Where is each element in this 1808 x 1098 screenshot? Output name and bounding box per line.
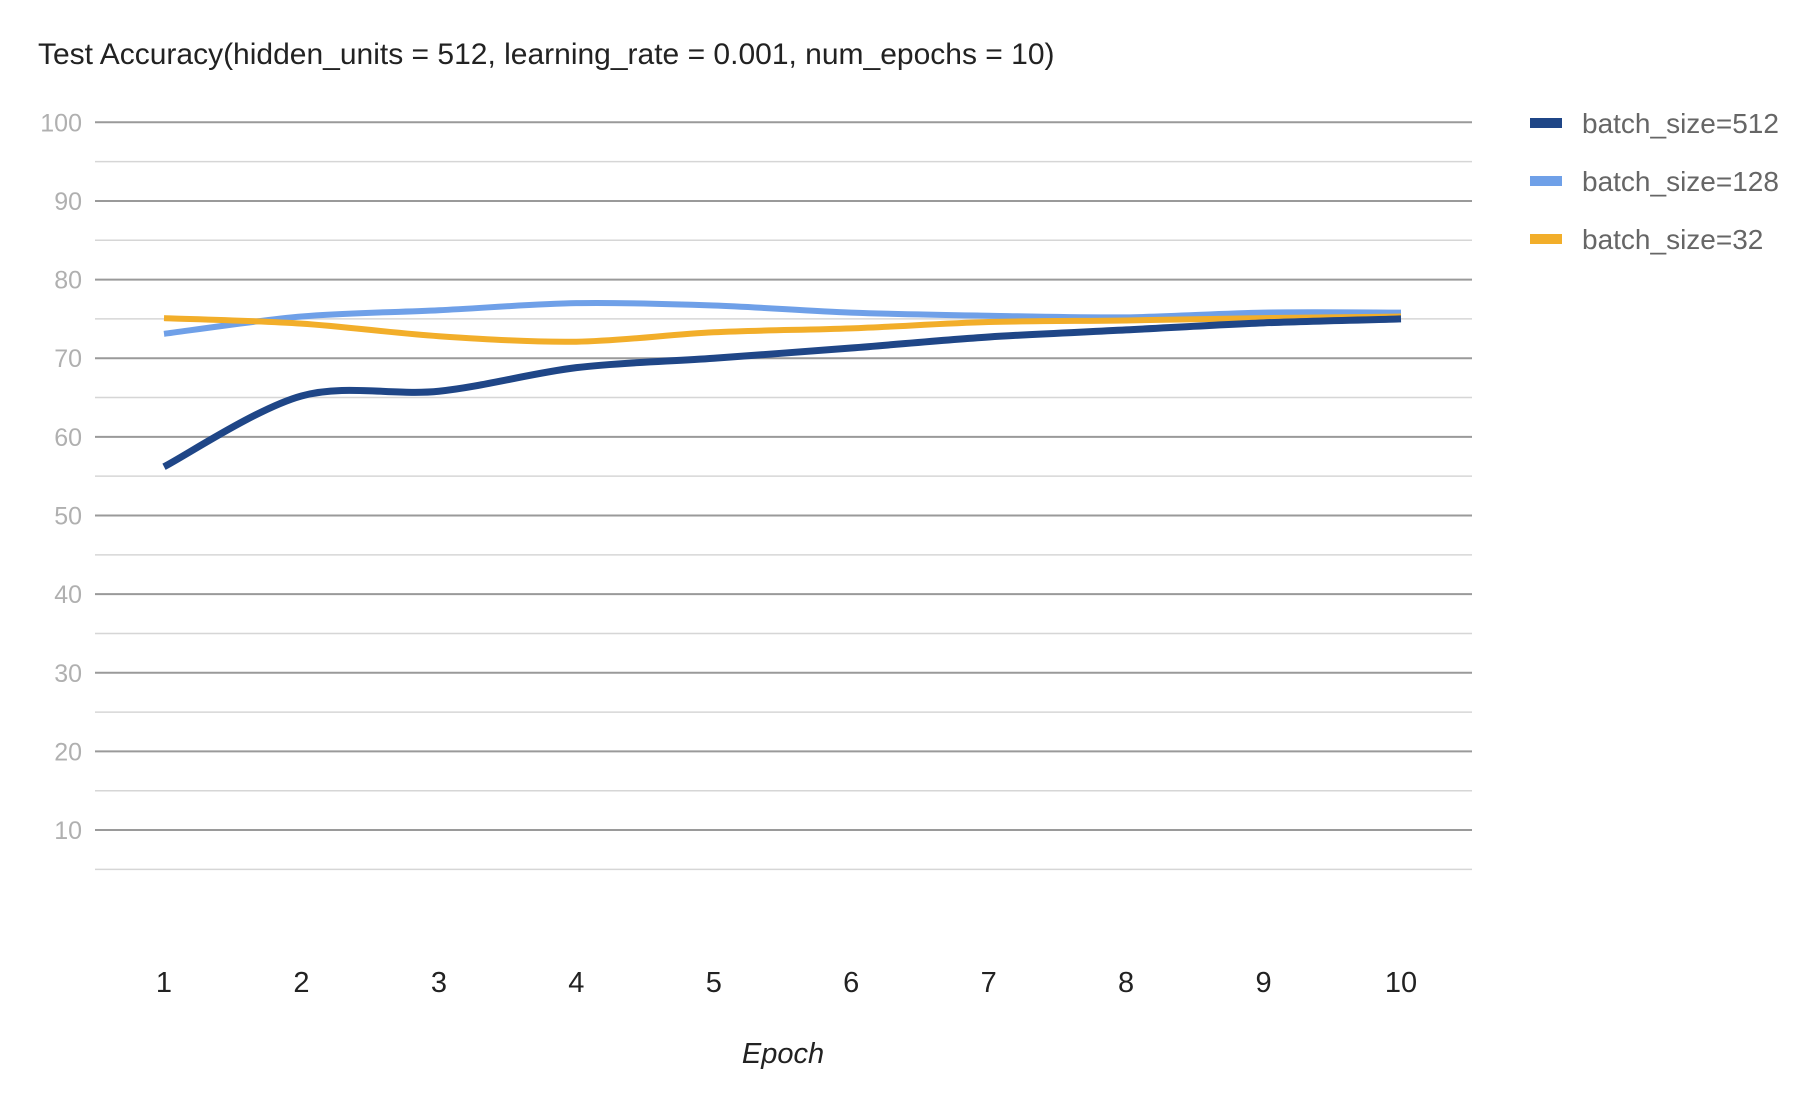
x-tick-label: 7	[981, 967, 997, 999]
y-tick-label: 70	[54, 345, 82, 373]
x-tick-label: 3	[431, 967, 447, 999]
x-axis-ticks: 1 2 3 4 5 6 7 8 9 10	[156, 967, 1417, 999]
x-tick-label: 10	[1385, 967, 1417, 999]
x-tick-label: 4	[568, 967, 584, 999]
gridlines	[95, 121, 1472, 871]
y-tick-label: 30	[54, 660, 82, 688]
x-tick-label: 5	[706, 967, 722, 999]
y-tick-label: 50	[54, 503, 82, 531]
legend-swatch	[1530, 118, 1562, 128]
y-tick-label: 90	[54, 188, 82, 216]
y-tick-label: 100	[40, 109, 82, 137]
y-tick-label: 20	[54, 738, 82, 766]
x-tick-label: 6	[843, 967, 859, 999]
legend: batch_size=512 batch_size=128 batch_size=3…	[1530, 108, 1779, 255]
legend-swatch	[1530, 176, 1562, 186]
x-tick-label: 8	[1118, 967, 1134, 999]
x-tick-label: 2	[293, 967, 309, 999]
legend-label: batch_size=128	[1582, 166, 1779, 197]
y-tick-label: 10	[54, 817, 82, 845]
x-axis-label: Epoch	[742, 1038, 824, 1070]
x-tick-label: 9	[1255, 967, 1271, 999]
y-tick-label: 60	[54, 424, 82, 452]
series-lines	[162, 299, 1402, 470]
legend-label: batch_size=512	[1582, 108, 1779, 139]
x-tick-label: 1	[156, 967, 172, 999]
chart-title: Test Accuracy(hidden_units = 512, learni…	[38, 38, 1055, 71]
y-axis-ticks: 10 20 30 40 50 60 70 80 90 100	[40, 109, 82, 845]
legend-label: batch_size=32	[1582, 224, 1763, 255]
legend-swatch	[1530, 234, 1562, 244]
y-tick-label: 40	[54, 581, 82, 609]
series-line-batch-size-512	[162, 315, 1402, 470]
y-tick-label: 80	[54, 267, 82, 295]
series-line-batch-size-128	[163, 299, 1402, 337]
series-line-batch-size-32	[163, 313, 1402, 345]
